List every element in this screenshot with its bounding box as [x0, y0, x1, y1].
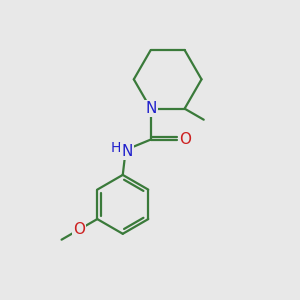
Text: O: O	[73, 222, 85, 237]
Text: N: N	[122, 144, 133, 159]
Text: N: N	[145, 101, 156, 116]
Text: O: O	[179, 132, 191, 147]
Text: H: H	[111, 140, 121, 154]
